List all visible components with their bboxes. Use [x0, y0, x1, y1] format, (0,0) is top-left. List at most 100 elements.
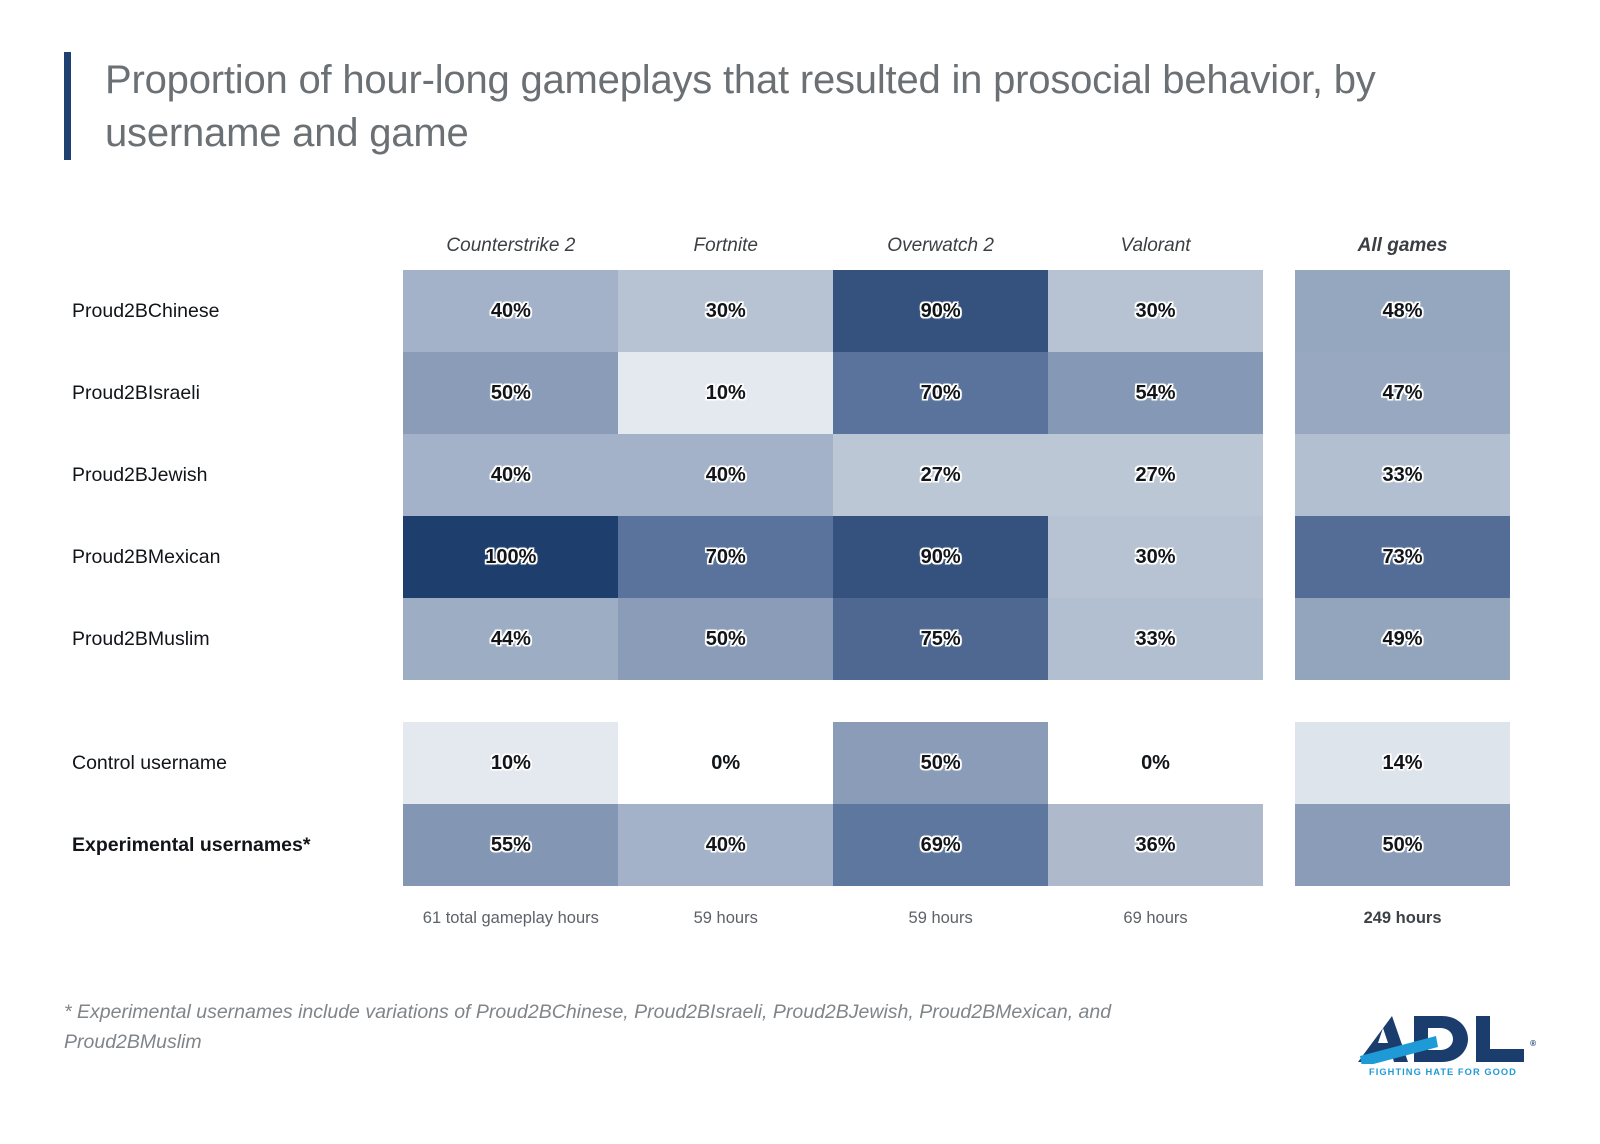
heatmap-cell-summary-1-1: 40% — [618, 804, 834, 886]
header-gap — [1263, 222, 1295, 270]
heatmap-cell-summary-0-2: 50% — [833, 722, 1049, 804]
heatmap-cell-username-3-3: 30% — [1048, 516, 1263, 598]
cell-value: 50% — [490, 381, 531, 404]
cell-value: 44% — [490, 627, 531, 650]
title-accent-bar — [64, 52, 71, 161]
table-row: Proud2BMexican 100% 70% 90% 30% 73% — [64, 516, 1510, 598]
row-label-username-2: Proud2BJewish — [72, 463, 208, 486]
hours-total: 249 hours — [1295, 886, 1510, 936]
heatmap-cell-all-games-username-3: 73% — [1295, 516, 1510, 598]
adl-tagline: FIGHTING HATE FOR GOOD — [1369, 1067, 1517, 1077]
cell-value: 75% — [920, 627, 961, 650]
cell-value: 30% — [705, 299, 746, 322]
spacer-cell — [1262, 680, 1296, 722]
heatmap-cell-summary-1-3: 36% — [1048, 804, 1263, 886]
hours-value-1: 59 hours — [618, 886, 834, 936]
column-gap — [1262, 516, 1296, 598]
column-header-all-games: All games — [1357, 235, 1448, 256]
cell-value: 47% — [1382, 381, 1423, 404]
cell-value: 40% — [490, 463, 531, 486]
column-gap — [1262, 804, 1296, 886]
column-header-2: Overwatch 2 — [887, 235, 994, 256]
cell-value: 40% — [705, 463, 746, 486]
heatmap-cell-summary-1-0: 55% — [403, 804, 619, 886]
heatmap-cell-username-3-1: 70% — [618, 516, 834, 598]
cell-value: 55% — [490, 833, 531, 856]
title-block: Proportion of hour-long gameplays that r… — [64, 52, 1424, 161]
heatmap-cell-username-0-3: 30% — [1048, 270, 1263, 352]
heatmap-cell-username-2-2: 27% — [833, 434, 1049, 516]
heatmap-cell-username-1-0: 50% — [403, 352, 619, 434]
adl-wordmark-icon: ® — [1358, 1014, 1536, 1064]
hours-value-2: 59 hours — [833, 886, 1049, 936]
heatmap-cell-username-1-1: 10% — [618, 352, 834, 434]
heatmap-cell-username-1-2: 70% — [833, 352, 1049, 434]
cell-value: 0% — [711, 751, 741, 774]
cell-value: 0% — [1141, 751, 1170, 774]
column-header-1: Fortnite — [693, 235, 758, 256]
heatmap-cell-all-games-username-2: 33% — [1295, 434, 1510, 516]
row-label-summary-1: Experimental usernames* — [72, 833, 311, 856]
spacer-cell — [403, 680, 619, 722]
hours-value-3: 69 hours — [1048, 886, 1263, 936]
cell-value: 69% — [920, 833, 961, 856]
column-header-0: Counterstrike 2 — [446, 235, 576, 256]
cell-value: 30% — [1135, 545, 1176, 568]
page-title: Proportion of hour-long gameplays that r… — [105, 58, 1376, 156]
heatmap-cell-all-games-username-0: 48% — [1295, 270, 1510, 352]
heatmap-cell-summary-0-0: 10% — [403, 722, 619, 804]
heatmap-body: Proud2BChinese 40% 30% 90% 30% 48% Proud2BIsra… — [64, 270, 1510, 936]
heatmap-cell-summary-0-1: 0% — [618, 722, 834, 804]
cell-value: 40% — [490, 299, 531, 322]
heatmap-cell-username-4-1: 50% — [618, 598, 834, 680]
cell-value: 49% — [1382, 627, 1423, 650]
cell-value: 54% — [1135, 381, 1176, 404]
heatmap-cell-username-0-1: 30% — [618, 270, 834, 352]
table-row: Proud2BIsraeli 50% 10% 70% 54% 47% — [64, 352, 1510, 434]
heatmap-table: Counterstrike 2 Fortnite Overwatch 2 Val… — [64, 222, 1510, 936]
heatmap-container: Counterstrike 2 Fortnite Overwatch 2 Val… — [64, 222, 1520, 936]
column-gap — [1262, 352, 1296, 434]
cell-value: 27% — [1135, 463, 1176, 486]
heatmap-cell-all-games-username-4: 49% — [1295, 598, 1510, 680]
row-label-username-1: Proud2BIsraeli — [72, 381, 200, 404]
spacer-cell — [1048, 680, 1263, 722]
cell-value: 50% — [920, 751, 961, 774]
cell-value: 100% — [485, 545, 537, 568]
table-row: Proud2BJewish 40% 40% 27% 27% 33% — [64, 434, 1510, 516]
heatmap-cell-summary-1-2: 69% — [833, 804, 1049, 886]
heatmap-cell-username-2-1: 40% — [618, 434, 834, 516]
adl-logo-svg — [1358, 1016, 1524, 1064]
cell-value: 40% — [705, 833, 746, 856]
spacer-cell — [64, 680, 404, 722]
spacer-cell — [1295, 680, 1510, 722]
adl-logo: ® FIGHTING HATE FOR GOOD — [1358, 1014, 1536, 1086]
cell-value: 48% — [1382, 299, 1423, 322]
cell-value: 70% — [920, 381, 961, 404]
cell-value: 30% — [1135, 299, 1176, 322]
heatmap-cell-all-games-summary-0: 14% — [1295, 722, 1510, 804]
cell-value: 33% — [1382, 463, 1423, 486]
column-gap — [1262, 886, 1296, 936]
row-label-username-0: Proud2BChinese — [72, 299, 220, 322]
header-corner — [64, 222, 403, 270]
cell-value: 50% — [1382, 833, 1423, 856]
cell-value: 70% — [705, 545, 746, 568]
heatmap-cell-username-3-2: 90% — [833, 516, 1049, 598]
column-gap — [1262, 598, 1296, 680]
hours-footer-row: 61 total gameplay hours 59 hours 59 hours 6… — [64, 886, 1510, 936]
table-row: Control username 10% 0% 50% 0% 14% — [64, 722, 1510, 804]
cell-value: 10% — [490, 751, 531, 774]
heatmap-cell-username-4-2: 75% — [833, 598, 1049, 680]
heatmap-cell-username-0-2: 90% — [833, 270, 1049, 352]
heatmap-cell-summary-0-3: 0% — [1048, 722, 1263, 804]
heatmap-cell-username-0-0: 40% — [403, 270, 619, 352]
cell-value: 14% — [1382, 751, 1423, 774]
cell-value: 90% — [920, 545, 961, 568]
hours-row-label — [64, 886, 404, 936]
cell-value: 90% — [920, 299, 961, 322]
heatmap-cell-username-4-3: 33% — [1048, 598, 1263, 680]
heatmap-cell-username-2-0: 40% — [403, 434, 619, 516]
column-gap — [1262, 270, 1296, 352]
